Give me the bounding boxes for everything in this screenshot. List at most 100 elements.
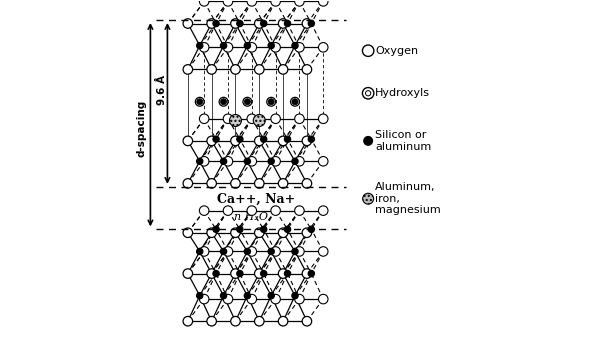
Circle shape — [271, 43, 280, 52]
Circle shape — [268, 99, 274, 105]
Circle shape — [302, 136, 312, 146]
Circle shape — [244, 99, 250, 105]
Circle shape — [271, 156, 280, 166]
Circle shape — [183, 228, 192, 237]
Circle shape — [308, 136, 314, 142]
Circle shape — [294, 206, 304, 215]
Circle shape — [268, 43, 274, 49]
Circle shape — [231, 269, 240, 278]
Circle shape — [223, 206, 232, 215]
Circle shape — [196, 293, 203, 299]
Circle shape — [278, 65, 288, 74]
Circle shape — [183, 19, 192, 28]
Circle shape — [213, 226, 219, 233]
Text: 9.6 Å: 9.6 Å — [156, 75, 166, 105]
Circle shape — [292, 248, 298, 255]
Text: Aluminum,
iron,
magnesium: Aluminum, iron, magnesium — [375, 182, 441, 215]
Circle shape — [207, 65, 217, 74]
Circle shape — [284, 226, 291, 233]
Circle shape — [223, 0, 232, 6]
Circle shape — [199, 206, 209, 215]
Circle shape — [294, 247, 304, 256]
Circle shape — [247, 294, 257, 304]
Circle shape — [319, 247, 328, 256]
Circle shape — [199, 0, 209, 6]
Text: Silicon or
aluminum: Silicon or aluminum — [375, 130, 431, 152]
Circle shape — [221, 43, 227, 49]
Circle shape — [294, 294, 304, 304]
Circle shape — [271, 114, 280, 123]
Circle shape — [302, 19, 312, 28]
Circle shape — [294, 114, 304, 123]
Circle shape — [231, 19, 240, 28]
Circle shape — [237, 226, 243, 233]
Circle shape — [271, 294, 280, 304]
Circle shape — [271, 247, 280, 256]
Circle shape — [231, 228, 240, 237]
Circle shape — [247, 114, 257, 123]
Circle shape — [244, 248, 250, 255]
Circle shape — [261, 136, 267, 142]
Circle shape — [237, 136, 243, 142]
Circle shape — [254, 269, 264, 278]
Circle shape — [362, 45, 374, 57]
Circle shape — [247, 0, 257, 6]
Circle shape — [247, 43, 257, 52]
Circle shape — [292, 293, 298, 299]
Text: n H₂O: n H₂O — [234, 212, 268, 222]
Circle shape — [364, 137, 372, 145]
Text: d-spacing: d-spacing — [137, 99, 147, 157]
Circle shape — [207, 179, 217, 188]
Circle shape — [366, 91, 371, 96]
Circle shape — [207, 19, 217, 28]
Circle shape — [362, 87, 374, 99]
Circle shape — [319, 114, 328, 123]
Circle shape — [268, 248, 274, 255]
Circle shape — [183, 65, 192, 74]
Text: Ca++, Na+: Ca++, Na+ — [217, 193, 295, 206]
Circle shape — [254, 179, 264, 188]
Circle shape — [195, 97, 204, 106]
Circle shape — [308, 226, 314, 233]
Circle shape — [319, 43, 328, 52]
Circle shape — [213, 21, 219, 26]
Circle shape — [223, 247, 232, 256]
Circle shape — [196, 99, 203, 105]
Circle shape — [278, 228, 288, 237]
Circle shape — [199, 294, 209, 304]
Circle shape — [223, 43, 232, 52]
Circle shape — [244, 158, 250, 164]
Text: Oxygen: Oxygen — [375, 46, 418, 56]
Circle shape — [294, 43, 304, 52]
Circle shape — [223, 114, 232, 123]
Circle shape — [199, 43, 209, 52]
Circle shape — [207, 317, 217, 326]
Circle shape — [278, 179, 288, 188]
Circle shape — [254, 228, 264, 237]
Circle shape — [308, 21, 314, 26]
Circle shape — [207, 136, 217, 146]
Circle shape — [231, 136, 240, 146]
Circle shape — [284, 136, 291, 142]
Circle shape — [183, 317, 192, 326]
Circle shape — [230, 115, 241, 127]
Circle shape — [183, 269, 192, 278]
Circle shape — [319, 206, 328, 215]
Circle shape — [261, 21, 267, 26]
Circle shape — [237, 21, 243, 26]
Circle shape — [247, 247, 257, 256]
Circle shape — [196, 43, 203, 49]
Circle shape — [261, 271, 267, 276]
Circle shape — [223, 294, 232, 304]
Circle shape — [302, 228, 312, 237]
Circle shape — [319, 0, 328, 6]
Circle shape — [294, 0, 304, 6]
Circle shape — [278, 136, 288, 146]
Circle shape — [302, 269, 312, 278]
Circle shape — [278, 269, 288, 278]
Circle shape — [302, 179, 312, 188]
Circle shape — [254, 317, 264, 326]
Circle shape — [268, 158, 274, 164]
Circle shape — [247, 206, 257, 215]
Circle shape — [253, 115, 266, 127]
